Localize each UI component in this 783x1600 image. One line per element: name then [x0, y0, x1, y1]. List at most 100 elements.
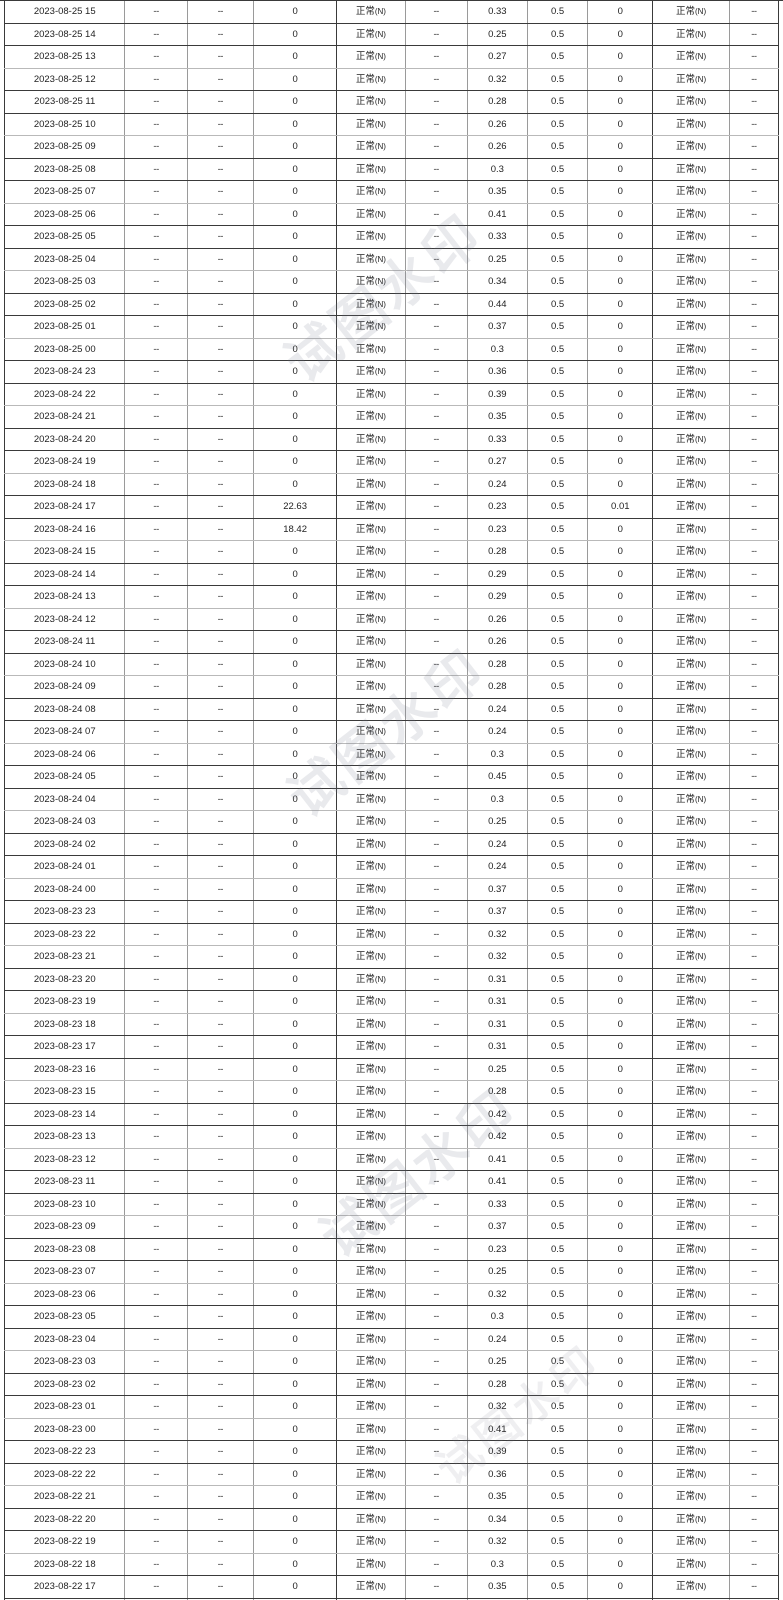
status-label-sub: (N) [374, 389, 386, 399]
table-row[interactable]: 2023-08-23 02 -- -- 0 正常(N) -- 0.28 0.5 0 正常(N) -- [3, 1372, 780, 1396]
empty-value-dash: -- [217, 411, 224, 422]
table-row[interactable]: 2023-08-24 18 -- -- 0 正常(N) -- 0.24 0.5 0 正常(N) -- [3, 472, 780, 496]
table-cell-c8: 0.5 [526, 990, 589, 1014]
table-row[interactable]: 2023-08-23 04 -- -- 0 正常(N) -- 0.24 0.5 0 正常(N) -- [3, 1327, 780, 1351]
table-cell-c8: 0.5 [526, 967, 589, 991]
table-row[interactable]: 2023-08-24 14 -- -- 0 正常(N) -- 0.29 0.5 0 正常(N) -- [3, 562, 780, 586]
empty-value-dash: -- [751, 1041, 757, 1052]
table-row[interactable]: 2023-08-23 20 -- -- 0 正常(N) -- 0.31 0.5 0 正常(N) -- [3, 967, 780, 991]
table-row[interactable]: 2023-08-24 05 -- -- 0 正常(N) -- 0.45 0.5 0 正常(N) -- [3, 765, 780, 789]
table-row[interactable]: 2023-08-24 20 -- -- 0 正常(N) -- 0.33 0.5 0 正常(N) -- [3, 427, 780, 451]
table-row[interactable]: 2023-08-25 15 -- -- 0 正常(N) -- 0.33 0.5 0 正常(N) -- [3, 0, 780, 24]
table-row[interactable]: 2023-08-24 03 -- -- 0 正常(N) -- 0.25 0.5 0 正常(N) -- [3, 810, 780, 834]
table-row[interactable]: 2023-08-24 01 -- -- 0 正常(N) -- 0.24 0.5 0 正常(N) -- [3, 855, 780, 879]
table-cell-c6: -- [404, 0, 468, 24]
table-cell-c3: -- [186, 607, 254, 631]
table-row[interactable]: 2023-08-25 13 -- -- 0 正常(N) -- 0.27 0.5 0 正常(N) -- [3, 45, 780, 69]
status-label-sub: (N) [695, 1469, 707, 1479]
table-row[interactable]: 2023-08-25 03 -- -- 0 正常(N) -- 0.34 0.5 0 正常(N) -- [3, 270, 780, 294]
table-cell-c8: 0.5 [526, 630, 589, 654]
table-row[interactable]: 2023-08-23 15 -- -- 0 正常(N) -- 0.28 0.5 0 正常(N) -- [3, 1080, 780, 1104]
table-row[interactable]: 2023-08-23 06 -- -- 0 正常(N) -- 0.32 0.5 0 正常(N) -- [3, 1282, 780, 1306]
table-row[interactable]: 2023-08-23 09 -- -- 0 正常(N) -- 0.37 0.5 0 正常(N) -- [3, 1215, 780, 1239]
table-row[interactable]: 2023-08-24 00 -- -- 0 正常(N) -- 0.37 0.5 0 正常(N) -- [3, 877, 780, 901]
table-row[interactable]: 2023-08-25 11 -- -- 0 正常(N) -- 0.28 0.5 0 正常(N) -- [3, 90, 780, 114]
table-row[interactable]: 2023-08-25 07 -- -- 0 正常(N) -- 0.35 0.5 0 正常(N) -- [3, 180, 780, 204]
table-row[interactable]: 2023-08-23 17 -- -- 0 正常(N) -- 0.31 0.5 0 正常(N) -- [3, 1035, 780, 1059]
table-row[interactable]: 2023-08-23 08 -- -- 0 正常(N) -- 0.23 0.5 0 正常(N) -- [3, 1237, 780, 1261]
table-row[interactable]: 2023-08-22 19 -- -- 0 正常(N) -- 0.32 0.5 0 正常(N) -- [3, 1530, 780, 1554]
table-row[interactable]: 2023-08-24 12 -- -- 0 正常(N) -- 0.26 0.5 0 正常(N) -- [3, 607, 780, 631]
table-row[interactable]: 2023-08-25 10 -- -- 0 正常(N) -- 0.26 0.5 0 正常(N) -- [3, 112, 780, 136]
table-row[interactable]: 2023-08-23 14 -- -- 0 正常(N) -- 0.42 0.5 0 正常(N) -- [3, 1102, 780, 1126]
table-row[interactable]: 2023-08-23 05 -- -- 0 正常(N) -- 0.3 0.5 0 正常(N) -- [3, 1305, 780, 1329]
table-row[interactable]: 2023-08-25 02 -- -- 0 正常(N) -- 0.44 0.5 0 正常(N) -- [3, 292, 780, 316]
table-row[interactable]: 2023-08-24 22 -- -- 0 正常(N) -- 0.39 0.5 0 正常(N) -- [3, 382, 780, 406]
table-row[interactable]: 2023-08-25 00 -- -- 0 正常(N) -- 0.3 0.5 0 正常(N) -- [3, 337, 780, 361]
table-row[interactable]: 2023-08-24 11 -- -- 0 正常(N) -- 0.26 0.5 0 正常(N) -- [3, 630, 780, 654]
table-row[interactable]: 2023-08-25 12 -- -- 0 正常(N) -- 0.32 0.5 0 正常(N) -- [3, 67, 780, 91]
table-row[interactable]: 2023-08-23 10 -- -- 0 正常(N) -- 0.33 0.5 0 正常(N) -- [3, 1192, 780, 1216]
table-row[interactable]: 2023-08-23 23 -- -- 0 正常(N) -- 0.37 0.5 0 正常(N) -- [3, 900, 780, 924]
table-row[interactable]: 2023-08-24 15 -- -- 0 正常(N) -- 0.28 0.5 0 正常(N) -- [3, 540, 780, 564]
empty-value-dash: -- [433, 1221, 439, 1232]
table-row[interactable]: 2023-08-23 22 -- -- 0 正常(N) -- 0.32 0.5 0 正常(N) -- [3, 922, 780, 946]
table-row[interactable]: 2023-08-23 01 -- -- 0 正常(N) -- 0.32 0.5 0 正常(N) -- [3, 1395, 780, 1419]
empty-value-dash: -- [433, 141, 439, 152]
table-cell-c3: -- [186, 67, 254, 91]
table-row[interactable]: 2023-08-22 18 -- -- 0 正常(N) -- 0.3 0.5 0 正常(N) -- [3, 1552, 780, 1576]
empty-value-dash: -- [217, 478, 224, 490]
table-row[interactable]: 2023-08-25 04 -- -- 0 正常(N) -- 0.25 0.5 0 正常(N) -- [3, 247, 780, 271]
table-cell-c9: 0 [587, 832, 654, 856]
table-row[interactable]: 2023-08-23 19 -- -- 0 正常(N) -- 0.31 0.5 0 正常(N) -- [3, 990, 780, 1014]
table-cell-time: 2023-08-23 21 [3, 945, 126, 969]
table-row[interactable]: 2023-08-23 21 -- -- 0 正常(N) -- 0.32 0.5 0 正常(N) -- [3, 945, 780, 969]
table-row[interactable]: 2023-08-24 07 -- -- 0 正常(N) -- 0.24 0.5 0 正常(N) -- [3, 720, 780, 744]
table-row[interactable]: 2023-08-23 12 -- -- 0 正常(N) -- 0.41 0.5 0 正常(N) -- [3, 1147, 780, 1171]
empty-value-dash: -- [433, 681, 439, 692]
table-row[interactable]: 2023-08-24 04 -- -- 0 正常(N) -- 0.3 0.5 0 正常(N) -- [3, 787, 780, 811]
status-label-sub: (N) [374, 704, 386, 714]
table-row[interactable]: 2023-08-23 00 -- -- 0 正常(N) -- 0.41 0.5 0 正常(N) -- [3, 1417, 780, 1441]
table-row[interactable]: 2023-08-24 19 -- -- 0 正常(N) -- 0.27 0.5 0 正常(N) -- [3, 450, 780, 474]
table-cell-c8: 0.5 [526, 1080, 589, 1104]
table-row[interactable]: 2023-08-24 17 -- -- 22.63 正常(N) -- 0.23 0.5 0.01… [3, 495, 780, 519]
table-row[interactable]: 2023-08-23 03 -- -- 0 正常(N) -- 0.25 0.5 0 正常(N) -- [3, 1350, 780, 1374]
table-cell-c7: 0.26 [466, 630, 528, 654]
status-label-sub: (N) [695, 682, 707, 691]
table-row[interactable]: 2023-08-24 23 -- -- 0 正常(N) -- 0.36 0.5 0 正常(N) -- [3, 360, 780, 384]
table-row[interactable]: 2023-08-22 17 -- -- 0 正常(N) -- 0.35 0.5 0 正常(N) -- [3, 1575, 780, 1599]
empty-value-dash: -- [153, 366, 159, 377]
table-row[interactable]: 2023-08-24 13 -- -- 0 正常(N) -- 0.29 0.5 0 正常(N) -- [3, 585, 780, 609]
table-row[interactable]: 2023-08-22 21 -- -- 0 正常(N) -- 0.35 0.5 0 正常(N) -- [3, 1485, 780, 1509]
table-cell-c7: 0.25 [466, 1260, 528, 1284]
table-row[interactable]: 2023-08-25 01 -- -- 0 正常(N) -- 0.37 0.5 0 正常(N) -- [3, 315, 780, 339]
table-row[interactable]: 2023-08-23 18 -- -- 0 正常(N) -- 0.31 0.5 0 正常(N) -- [3, 1012, 780, 1036]
empty-value-dash: -- [751, 1536, 757, 1547]
table-row[interactable]: 2023-08-23 16 -- -- 0 正常(N) -- 0.25 0.5 0 正常(N) -- [3, 1057, 780, 1081]
table-row[interactable]: 2023-08-24 02 -- -- 0 正常(N) -- 0.24 0.5 0 正常(N) -- [3, 832, 780, 856]
table-row[interactable]: 2023-08-25 08 -- -- 0 正常(N) -- 0.3 0.5 0 正常(N) -- [3, 157, 780, 181]
table-row[interactable]: 2023-08-25 05 -- -- 0 正常(N) -- 0.33 0.5 0 正常(N) -- [3, 225, 780, 249]
table-row[interactable]: 2023-08-25 09 -- -- 0 正常(N) -- 0.26 0.5 0 正常(N) -- [3, 135, 780, 159]
table-row[interactable]: 2023-08-22 23 -- -- 0 正常(N) -- 0.39 0.5 0 正常(N) -- [3, 1440, 780, 1464]
table-row[interactable]: 2023-08-23 07 -- -- 0 正常(N) -- 0.25 0.5 0 正常(N) -- [3, 1260, 780, 1284]
table-cell-c9: 0 [587, 1372, 654, 1396]
table-row[interactable]: 2023-08-24 21 -- -- 0 正常(N) -- 0.35 0.5 0 正常(N) -- [3, 405, 780, 429]
table-row[interactable]: 2023-08-22 20 -- -- 0 正常(N) -- 0.34 0.5 0 正常(N) -- [3, 1507, 780, 1531]
table-row[interactable]: 2023-08-23 11 -- -- 0 正常(N) -- 0.41 0.5 0 正常(N) -- [3, 1170, 780, 1194]
table-row[interactable]: 2023-08-24 16 -- -- 18.42 正常(N) -- 0.23 0.5 0 正常(… [3, 517, 780, 541]
table-row[interactable]: 2023-08-24 06 -- -- 0 正常(N) -- 0.3 0.5 0 正常(N) -- [3, 742, 780, 766]
status-label-sub: (N) [695, 907, 707, 916]
table-row[interactable]: 2023-08-25 14 -- -- 0 正常(N) -- 0.25 0.5 0 正常(N) -- [3, 22, 780, 46]
table-row[interactable]: 2023-08-24 09 -- -- 0 正常(N) -- 0.28 0.5 0 正常(N) -- [3, 675, 780, 699]
table-row[interactable]: 2023-08-23 13 -- -- 0 正常(N) -- 0.42 0.5 0 正常(N) -- [3, 1125, 780, 1149]
table-row[interactable]: 2023-08-25 06 -- -- 0 正常(N) -- 0.41 0.5 0 正常(N) -- [3, 202, 780, 226]
table-cell-c2: -- [124, 360, 188, 384]
table-row[interactable]: 2023-08-24 10 -- -- 0 正常(N) -- 0.28 0.5 0 正常(N) -- [3, 652, 780, 676]
table-row[interactable]: 2023-08-24 08 -- -- 0 正常(N) -- 0.24 0.5 0 正常(N) -- [3, 697, 780, 721]
table-row[interactable]: 2023-08-22 22 -- -- 0 正常(N) -- 0.36 0.5 0 正常(N) -- [3, 1462, 780, 1486]
table-cell-c7: 0.37 [466, 900, 528, 924]
status-label-main: 正常 [676, 1153, 696, 1165]
